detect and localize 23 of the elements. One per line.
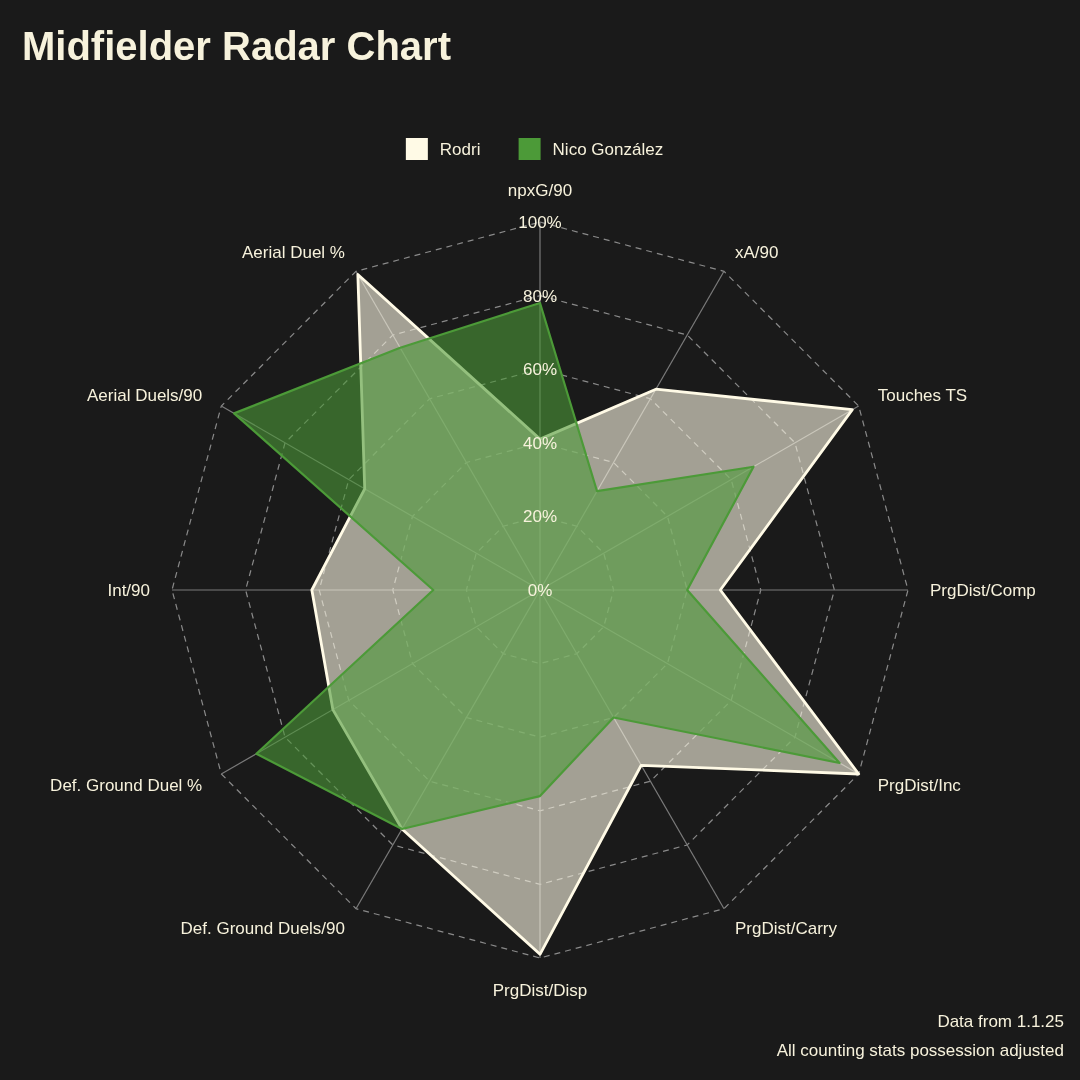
- spoke-label: PrgDist/Comp: [930, 580, 1036, 600]
- legend-label: Rodri: [439, 139, 481, 159]
- spoke-label: Def. Ground Duels/90: [180, 918, 345, 938]
- y-tick-label: 20%: [522, 507, 558, 527]
- text: Data from 1.1.25: [937, 1012, 1064, 1031]
- y-tick-label: 0%: [527, 580, 553, 600]
- y-tick-label: 100%: [518, 212, 562, 232]
- spoke-label: Aerial Duel %: [242, 243, 345, 263]
- spoke-label: Def. Ground Duel %: [50, 775, 203, 795]
- spoke-label: PrgDist/Disp: [492, 981, 588, 1001]
- chart-title: Midfielder Radar Chart: [22, 24, 451, 68]
- spoke-label: PrgDist/Inc: [877, 775, 962, 795]
- spoke-label: xA/90: [735, 243, 779, 263]
- y-tick-label: 80%: [522, 286, 558, 306]
- text: All counting stats possession adjusted: [776, 1041, 1064, 1060]
- spoke-label: npxG/90: [507, 180, 573, 200]
- legend-label: Nico González: [552, 139, 664, 159]
- spoke-label: Int/90: [107, 580, 150, 600]
- spoke-label: Touches TS: [877, 385, 968, 405]
- y-tick-label: 60%: [522, 360, 558, 380]
- spoke-label: Aerial Duels/90: [86, 385, 203, 405]
- spoke-label: PrgDist/Carry: [735, 918, 838, 938]
- y-tick-label: 40%: [522, 433, 558, 453]
